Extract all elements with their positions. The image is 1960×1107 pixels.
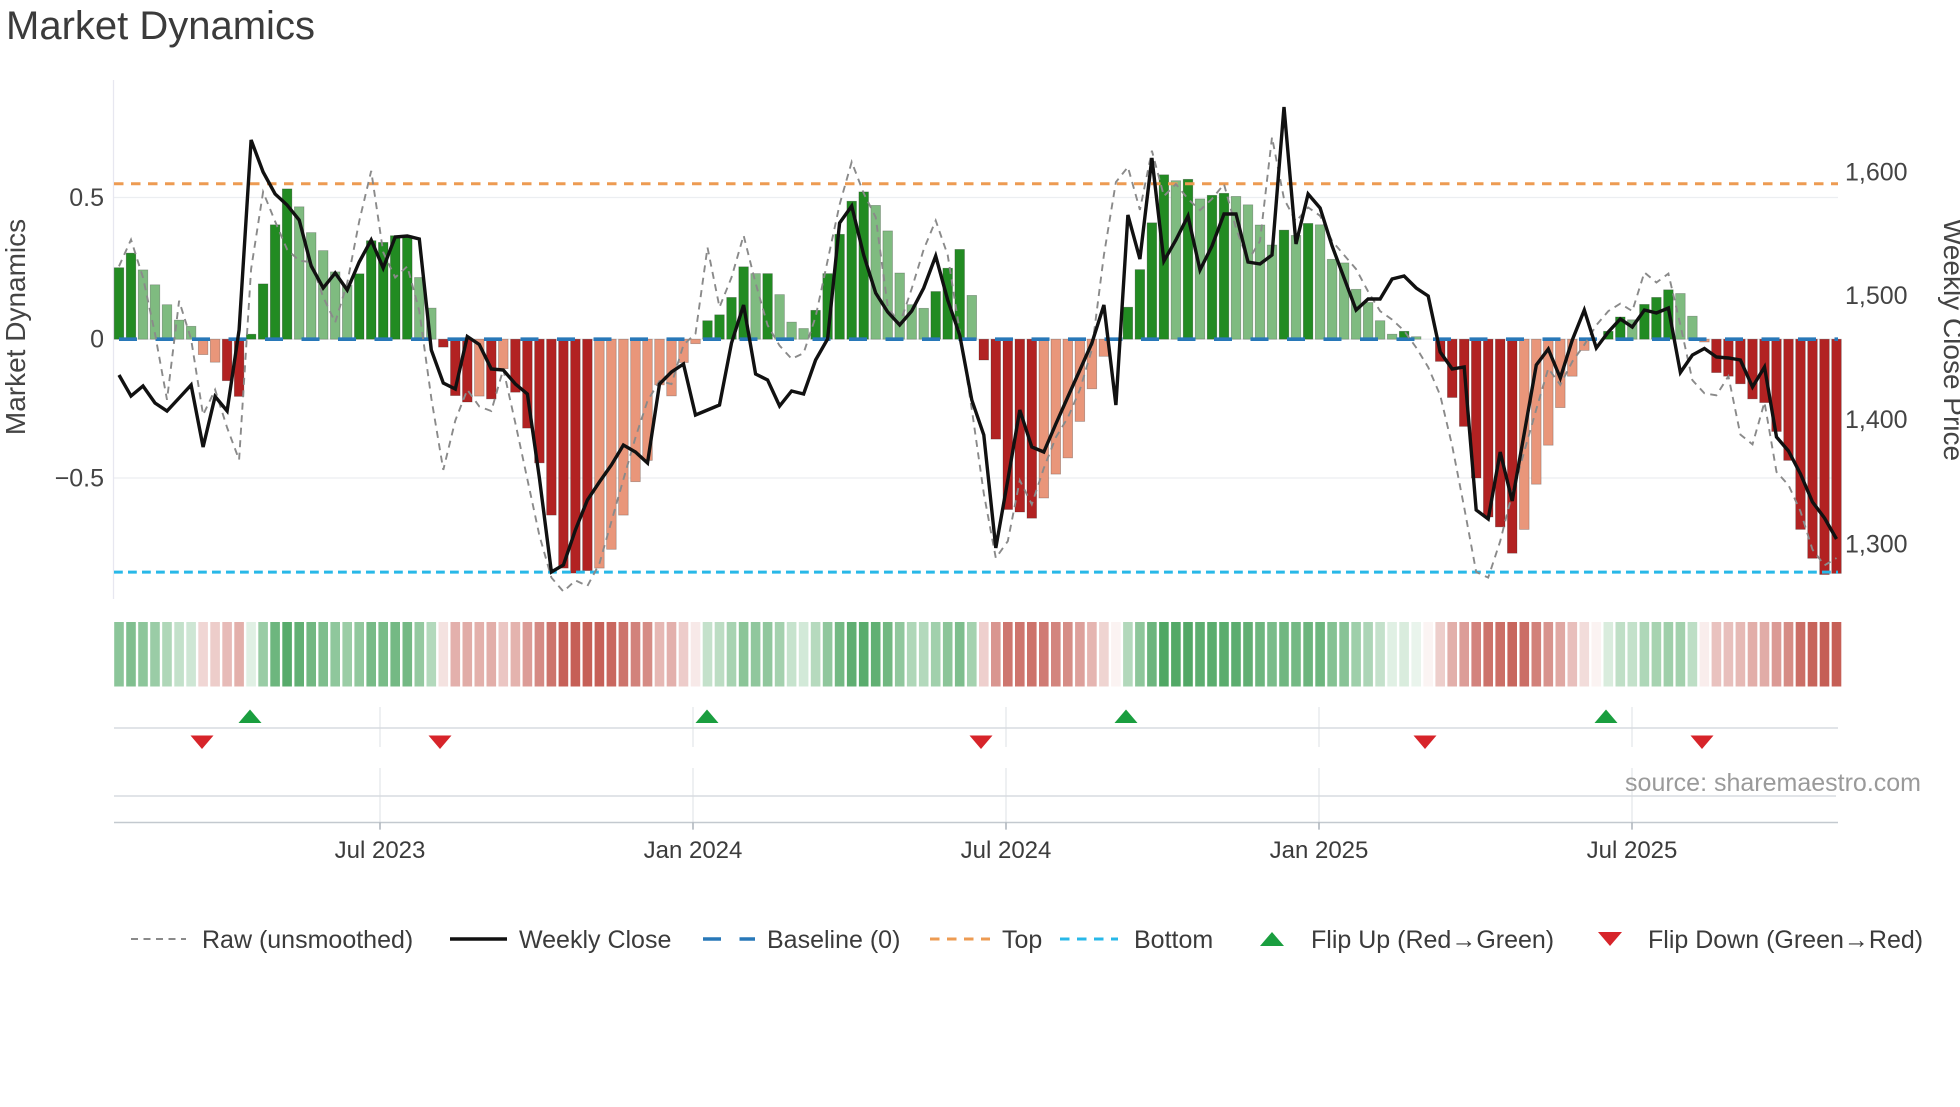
svg-text:Market Dynamics: Market Dynamics	[0, 219, 31, 435]
svg-text:Top: Top	[1002, 926, 1042, 954]
svg-text:−0.5: −0.5	[55, 465, 104, 493]
svg-text:1,400: 1,400	[1845, 406, 1908, 434]
svg-text:Jan 2024: Jan 2024	[644, 837, 743, 864]
svg-text:Baseline (0): Baseline (0)	[767, 926, 900, 954]
svg-text:Jul 2025: Jul 2025	[1587, 837, 1678, 864]
svg-text:Weekly Close: Weekly Close	[519, 926, 671, 954]
svg-text:1,500: 1,500	[1845, 282, 1908, 310]
svg-text:Raw (unsmoothed): Raw (unsmoothed)	[202, 926, 413, 954]
svg-text:Market Dynamics: Market Dynamics	[6, 4, 315, 48]
svg-text:Bottom: Bottom	[1134, 926, 1213, 954]
svg-text:1,300: 1,300	[1845, 531, 1908, 559]
svg-text:Flip Up (Red→Green): Flip Up (Red→Green)	[1311, 926, 1554, 954]
svg-text:0: 0	[90, 326, 104, 354]
svg-text:Jan 2025: Jan 2025	[1270, 837, 1369, 864]
svg-text:Flip Down (Green→Red): Flip Down (Green→Red)	[1648, 926, 1923, 954]
svg-text:1,600: 1,600	[1845, 158, 1908, 186]
svg-text:Weekly Close Price: Weekly Close Price	[1938, 219, 1960, 461]
svg-text:0.5: 0.5	[69, 184, 104, 212]
svg-text:source: sharemaestro.com: source: sharemaestro.com	[1625, 769, 1921, 797]
svg-text:Jul 2023: Jul 2023	[335, 837, 426, 864]
svg-text:Jul 2024: Jul 2024	[961, 837, 1052, 864]
